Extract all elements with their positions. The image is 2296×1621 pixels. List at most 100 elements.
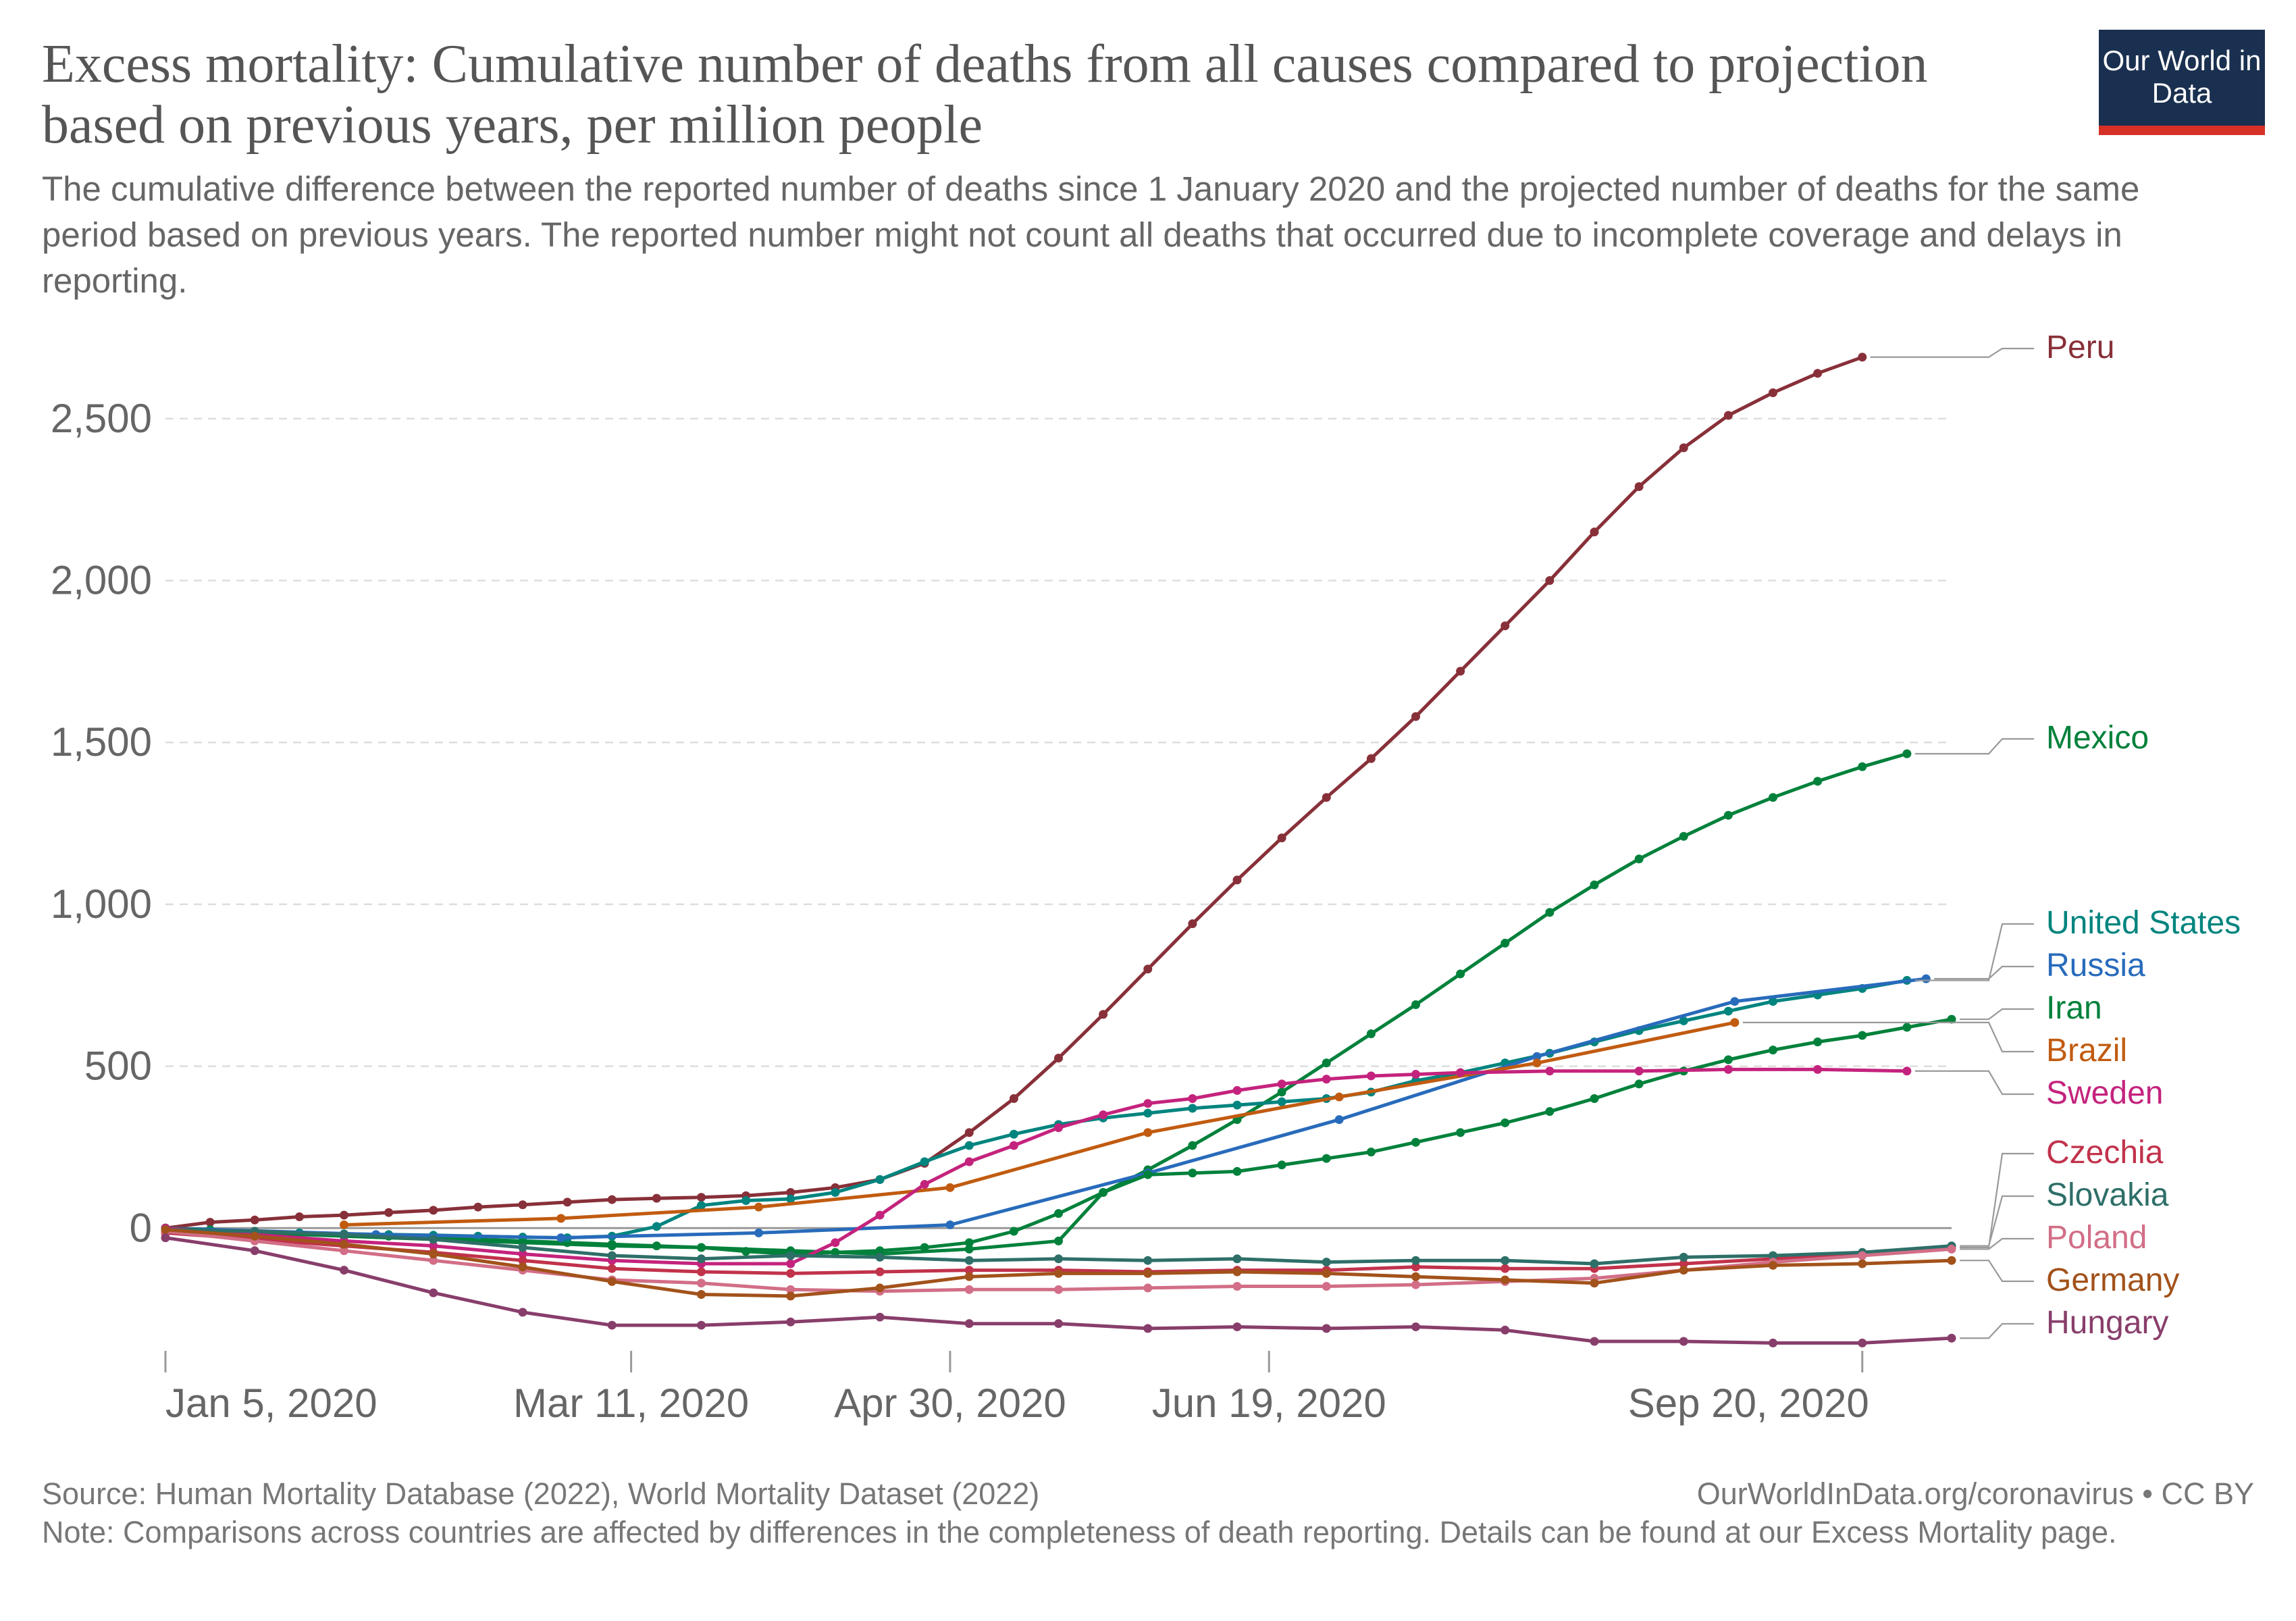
data-point[interactable] bbox=[920, 1180, 929, 1189]
data-point[interactable] bbox=[1188, 1094, 1197, 1104]
data-point[interactable] bbox=[875, 1252, 885, 1262]
data-point[interactable] bbox=[697, 1243, 706, 1252]
data-point[interactable] bbox=[964, 1319, 974, 1329]
data-point[interactable] bbox=[1545, 1107, 1555, 1116]
data-point[interactable] bbox=[697, 1290, 706, 1300]
data-point[interactable] bbox=[429, 1256, 438, 1265]
data-point[interactable] bbox=[563, 1198, 572, 1207]
data-point[interactable] bbox=[1054, 1054, 1063, 1063]
data-point[interactable] bbox=[1634, 1066, 1644, 1076]
data-point[interactable] bbox=[1858, 1259, 1867, 1268]
data-point[interactable] bbox=[945, 1183, 955, 1192]
data-point[interactable] bbox=[1501, 621, 1510, 631]
data-point[interactable] bbox=[1411, 1262, 1420, 1272]
data-point[interactable] bbox=[786, 1268, 795, 1278]
data-point[interactable] bbox=[607, 1241, 617, 1251]
data-point[interactable] bbox=[1769, 1251, 1777, 1260]
data-point[interactable] bbox=[741, 1196, 751, 1206]
data-point[interactable] bbox=[1769, 997, 1777, 1006]
data-point[interactable] bbox=[1322, 1324, 1331, 1333]
data-point[interactable] bbox=[1232, 1100, 1242, 1110]
data-point[interactable] bbox=[1634, 854, 1644, 864]
data-point[interactable] bbox=[1188, 1168, 1197, 1178]
series-hungary[interactable] bbox=[161, 1233, 1956, 1347]
data-point[interactable] bbox=[1054, 1268, 1063, 1278]
series-label[interactable]: Czechia bbox=[2046, 1135, 2164, 1170]
data-point[interactable] bbox=[1501, 1275, 1510, 1285]
data-point[interactable] bbox=[1143, 1256, 1153, 1265]
series-label[interactable]: United States bbox=[2046, 905, 2241, 941]
data-point[interactable] bbox=[652, 1222, 661, 1231]
data-point[interactable] bbox=[1411, 1280, 1420, 1289]
data-point[interactable] bbox=[1009, 1227, 1018, 1236]
series-russia[interactable] bbox=[161, 974, 1931, 1243]
data-point[interactable] bbox=[1590, 528, 1599, 537]
data-point[interactable] bbox=[1188, 1104, 1197, 1113]
data-point[interactable] bbox=[1143, 1283, 1153, 1293]
data-point[interactable] bbox=[1322, 793, 1331, 802]
data-point[interactable] bbox=[1054, 1319, 1063, 1329]
data-point[interactable] bbox=[754, 1228, 764, 1237]
data-point[interactable] bbox=[875, 1175, 885, 1184]
data-point[interactable] bbox=[920, 1157, 929, 1166]
data-point[interactable] bbox=[1143, 1108, 1153, 1118]
data-point[interactable] bbox=[1009, 1094, 1018, 1104]
data-point[interactable] bbox=[964, 1141, 974, 1150]
data-point[interactable] bbox=[697, 1254, 706, 1264]
data-point[interactable] bbox=[1322, 1154, 1331, 1163]
data-point[interactable] bbox=[1858, 353, 1867, 362]
data-point[interactable] bbox=[556, 1233, 566, 1243]
data-point[interactable] bbox=[786, 1291, 795, 1301]
data-point[interactable] bbox=[1769, 1260, 1777, 1270]
data-point[interactable] bbox=[607, 1264, 617, 1273]
data-point[interactable] bbox=[1456, 1128, 1465, 1137]
data-point[interactable] bbox=[556, 1214, 566, 1223]
data-point[interactable] bbox=[1232, 1254, 1242, 1264]
data-point[interactable] bbox=[1456, 969, 1465, 979]
data-point[interactable] bbox=[1947, 1333, 1956, 1343]
data-point[interactable] bbox=[340, 1230, 348, 1239]
data-point[interactable] bbox=[1232, 875, 1242, 885]
data-point[interactable] bbox=[1322, 1058, 1331, 1068]
series-line[interactable] bbox=[163, 979, 1909, 1240]
data-point[interactable] bbox=[1322, 1268, 1331, 1278]
data-point[interactable] bbox=[786, 1188, 795, 1198]
data-point[interactable] bbox=[1143, 964, 1153, 974]
data-point[interactable] bbox=[875, 1312, 885, 1322]
data-point[interactable] bbox=[429, 1235, 438, 1244]
data-point[interactable] bbox=[697, 1279, 706, 1288]
data-point[interactable] bbox=[1590, 1279, 1599, 1288]
data-point[interactable] bbox=[1679, 1252, 1688, 1262]
data-point[interactable] bbox=[518, 1256, 527, 1265]
data-point[interactable] bbox=[1456, 667, 1465, 676]
data-point[interactable] bbox=[250, 1215, 259, 1225]
data-point[interactable] bbox=[1188, 919, 1197, 929]
data-point[interactable] bbox=[1099, 1110, 1108, 1119]
data-point[interactable] bbox=[1411, 1322, 1420, 1331]
data-point[interactable] bbox=[607, 1195, 617, 1204]
data-point[interactable] bbox=[384, 1208, 394, 1217]
data-point[interactable] bbox=[518, 1250, 527, 1259]
data-point[interactable] bbox=[964, 1238, 974, 1247]
data-point[interactable] bbox=[964, 1256, 974, 1265]
data-point[interactable] bbox=[340, 1210, 348, 1220]
series-label[interactable]: Poland bbox=[2046, 1220, 2147, 1256]
data-point[interactable] bbox=[1054, 1236, 1063, 1245]
data-point[interactable] bbox=[1723, 1064, 1733, 1074]
data-point[interactable] bbox=[1545, 908, 1555, 917]
data-point[interactable] bbox=[1723, 411, 1733, 420]
data-point[interactable] bbox=[1813, 369, 1823, 378]
data-point[interactable] bbox=[161, 1233, 170, 1243]
series-line[interactable] bbox=[163, 1067, 1909, 1266]
data-point[interactable] bbox=[1143, 1324, 1153, 1333]
data-point[interactable] bbox=[697, 1320, 706, 1330]
data-point[interactable] bbox=[1679, 1337, 1688, 1346]
data-point[interactable] bbox=[1769, 1046, 1777, 1055]
data-point[interactable] bbox=[607, 1320, 617, 1330]
data-point[interactable] bbox=[294, 1212, 304, 1221]
data-point[interactable] bbox=[1501, 1256, 1510, 1265]
data-point[interactable] bbox=[697, 1267, 706, 1277]
data-point[interactable] bbox=[1902, 1023, 1912, 1032]
data-point[interactable] bbox=[1501, 1264, 1510, 1273]
series-label[interactable]: Russia bbox=[2046, 948, 2145, 983]
